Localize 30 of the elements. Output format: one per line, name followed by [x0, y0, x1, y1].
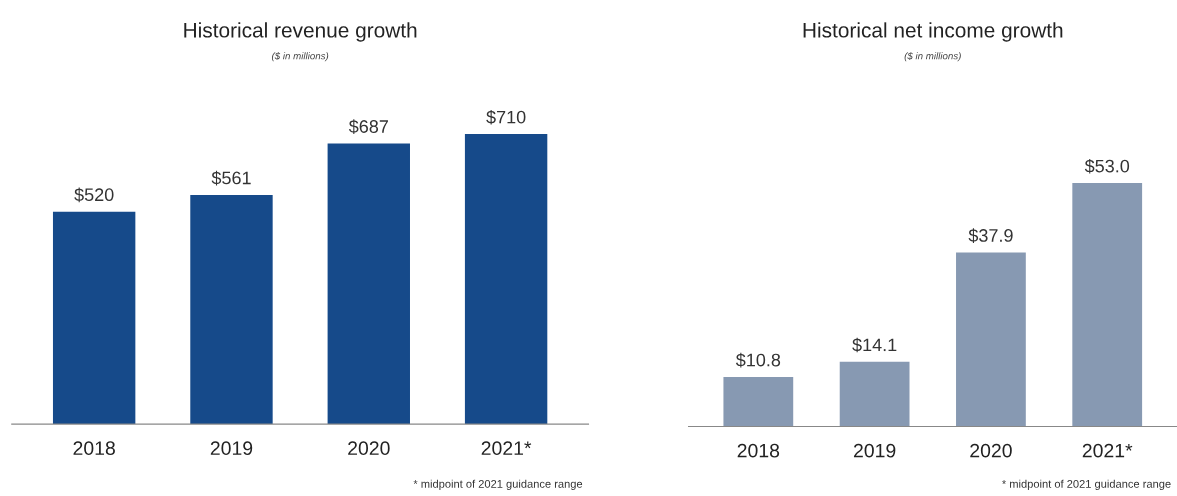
- data-label: $561: [211, 170, 251, 186]
- chart-title: Historical net income growth: [803, 22, 1063, 42]
- data-label: $53.0: [1084, 158, 1130, 174]
- x-tick-label: 2018: [737, 443, 780, 458]
- bar: [956, 252, 1026, 427]
- x-tick-label: 2019: [210, 441, 253, 456]
- chart-subtitle: ($ in millions): [904, 52, 961, 62]
- data-label: $10.8: [735, 352, 781, 368]
- data-label: $687: [348, 119, 388, 134]
- bar: [190, 194, 273, 425]
- data-label: $14.1: [852, 337, 897, 353]
- x-tick-label: 2019: [853, 443, 896, 458]
- data-label: $520: [74, 187, 114, 203]
- data-label: $37.9: [968, 228, 1013, 243]
- x-tick-label: 2021*: [1082, 443, 1133, 458]
- x-tick-label: 2018: [73, 441, 115, 456]
- bar: [52, 211, 136, 425]
- x-tick-label: 2021*: [481, 441, 532, 456]
- x-tick-label: 2020: [348, 441, 390, 456]
- bar: [1072, 182, 1143, 427]
- bar: [723, 376, 794, 427]
- text: * midpoint of 2021 guidance range: [1002, 479, 1171, 491]
- bar: [464, 134, 548, 425]
- bar: [839, 361, 910, 427]
- chart-subtitle: ($ in millions): [271, 52, 329, 62]
- data-label: $710: [486, 109, 526, 125]
- chart-title: Historical revenue growth: [184, 22, 417, 42]
- text: * midpoint of 2021 guidance range: [413, 479, 583, 491]
- bar: [327, 143, 410, 425]
- x-tick-label: 2020: [970, 443, 1012, 458]
